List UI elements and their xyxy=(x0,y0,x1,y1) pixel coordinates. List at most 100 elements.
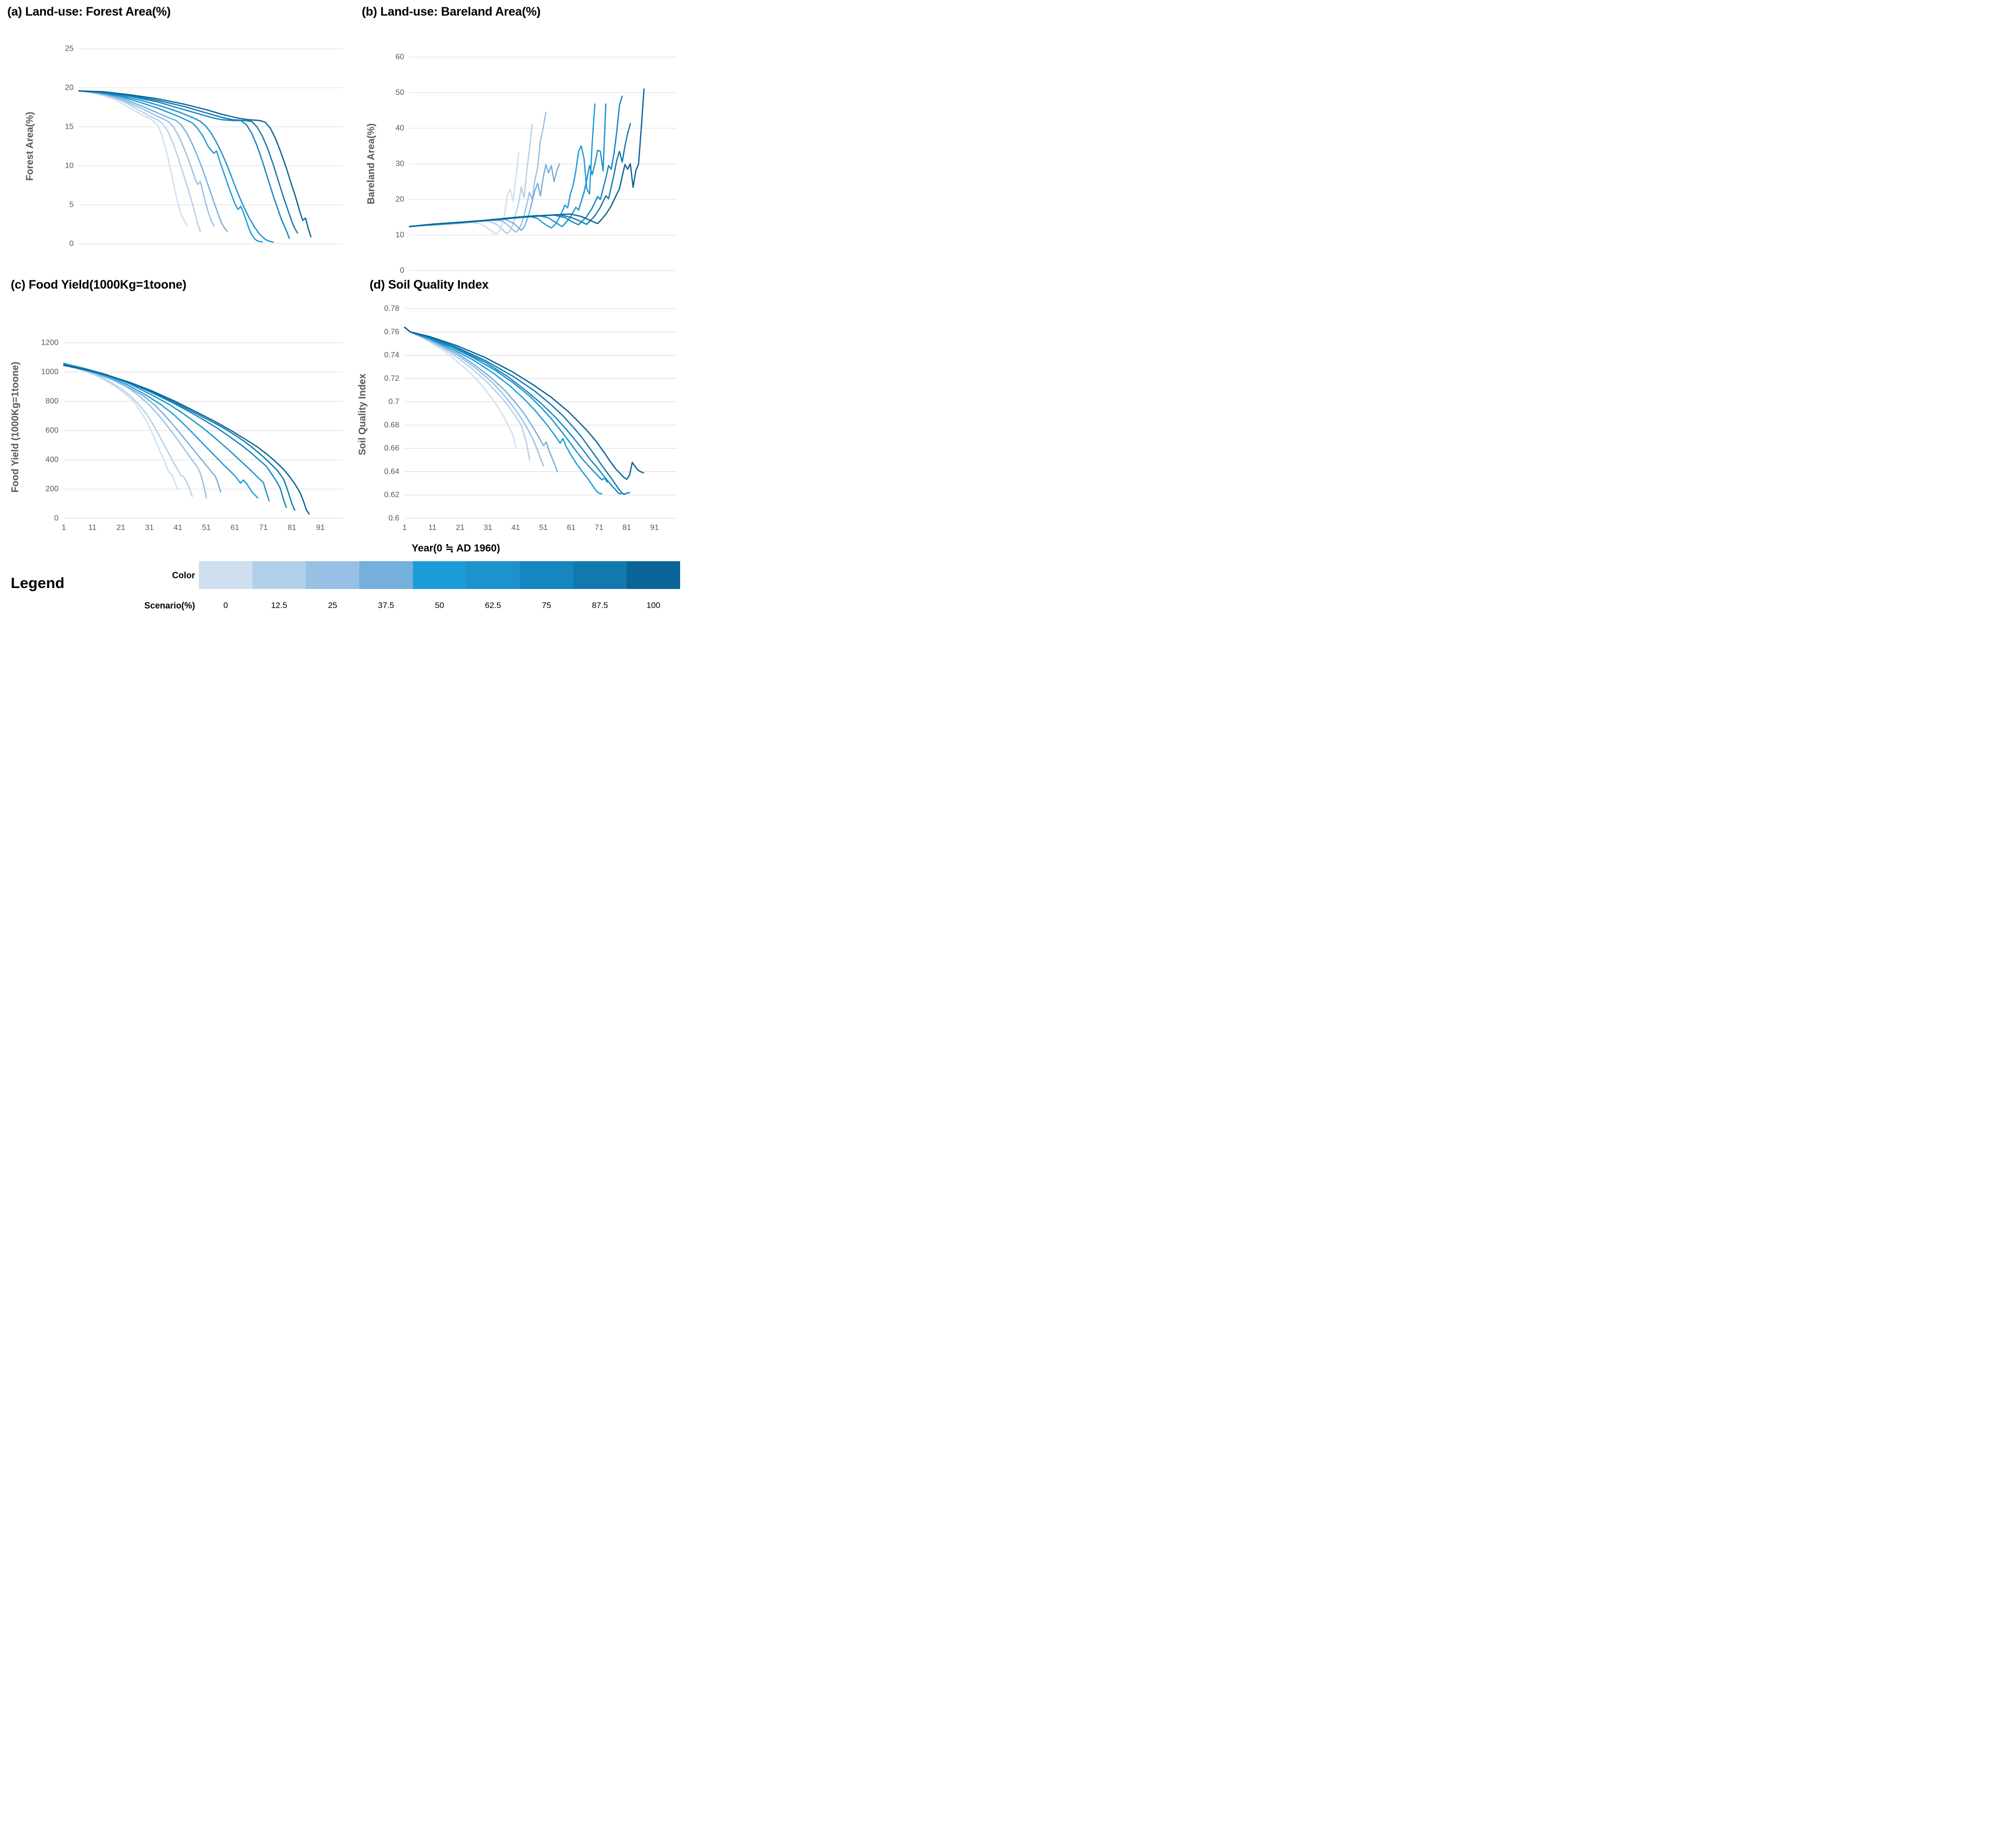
y-tick-label: 0 xyxy=(54,514,59,523)
series-line-scenario-37.5 xyxy=(404,326,558,472)
series-line-scenario-100 xyxy=(404,326,644,480)
y-tick-label: 40 xyxy=(395,124,404,133)
y-tick-label: 25 xyxy=(65,45,74,53)
series-line-scenario-25 xyxy=(409,111,547,233)
y-tick-label: 20 xyxy=(65,84,74,92)
chart-b-title: (b) Land-use: Bareland Area(%) xyxy=(362,5,541,19)
series-line-scenario-12.5 xyxy=(63,363,193,497)
series-line-scenario-75 xyxy=(409,96,623,227)
x-tick-label: 51 xyxy=(202,524,211,532)
series-line-scenario-50 xyxy=(63,362,258,499)
y-tick-label: 10 xyxy=(65,162,74,170)
y-tick-label: 30 xyxy=(395,160,404,168)
y-tick-label: 1000 xyxy=(41,368,59,376)
chart-a-title: (a) Land-use: Forest Area(%) xyxy=(7,5,171,19)
series-line-scenario-50 xyxy=(78,90,263,243)
series-line-scenario-62.5 xyxy=(404,326,608,483)
y-tick-label: 20 xyxy=(395,196,404,204)
x-tick-label: 31 xyxy=(484,524,492,532)
y-tick-label: 0.74 xyxy=(384,351,399,359)
y-tick-label: 0.72 xyxy=(384,374,399,383)
y-tick-label: 0.7 xyxy=(389,398,399,406)
series-line-scenario-25 xyxy=(78,90,215,227)
x-tick-label: 21 xyxy=(456,524,465,532)
y-tick-label: 0.78 xyxy=(384,305,399,313)
legend-scenario-value: 87.5 xyxy=(591,601,608,610)
y-tick-label: 50 xyxy=(395,89,404,97)
x-tick-label: 51 xyxy=(539,524,548,532)
chart-c-y-axis-label: Food Yield (1000Kg=1toone) xyxy=(10,361,21,493)
legend-scenario-value: 75 xyxy=(542,601,551,610)
y-tick-label: 0.64 xyxy=(384,468,399,476)
series-line-scenario-12.5 xyxy=(404,326,530,461)
chart-d-title: (d) Soil Quality Index xyxy=(370,278,489,292)
legend-title: Legend xyxy=(11,574,65,591)
series-line-scenario-100 xyxy=(78,90,312,237)
chart-a-y-axis-label: Forest Area(%) xyxy=(24,112,36,181)
x-tick-label: 1 xyxy=(62,524,66,532)
y-tick-label: 0.66 xyxy=(384,444,399,452)
legend-scenario-value: 50 xyxy=(435,601,444,610)
legend-scenario-label: Scenario(%) xyxy=(144,601,195,610)
series-line-scenario-87.5 xyxy=(404,326,630,495)
x-tick-label: 61 xyxy=(231,524,239,532)
x-tick-label: 81 xyxy=(623,524,631,532)
series-line-scenario-37.5 xyxy=(78,90,228,232)
legend-swatch-100 xyxy=(626,561,681,589)
series-line-scenario-50 xyxy=(409,103,596,229)
chart-a-plot: 0 5 10 15 20 25 xyxy=(65,45,343,248)
series-line-scenario-75 xyxy=(404,326,622,495)
legend-scenario-value: 25 xyxy=(328,601,337,610)
series-line-scenario-37.5 xyxy=(63,364,221,493)
legend-swatch-62.5 xyxy=(466,561,520,589)
legend-swatch-87.5 xyxy=(573,561,627,589)
x-tick-label: 1 xyxy=(403,524,407,532)
x-tick-label: 41 xyxy=(174,524,182,532)
x-tick-label: 91 xyxy=(316,524,325,532)
legend-color-bar xyxy=(199,561,681,589)
y-tick-label: 0 xyxy=(400,267,404,275)
x-tick-label: 31 xyxy=(145,524,154,532)
x-tick-label: 91 xyxy=(650,524,659,532)
legend-scenario-value: 37.5 xyxy=(378,601,394,610)
series-line-scenario-87.5 xyxy=(78,90,298,234)
y-tick-label: 200 xyxy=(45,485,59,493)
legend-swatch-37.5 xyxy=(359,561,413,589)
y-tick-label: 0.68 xyxy=(384,421,399,429)
x-tick-label: 71 xyxy=(259,524,268,532)
x-tick-label: 61 xyxy=(567,524,576,532)
legend-scenario-value: 0 xyxy=(223,601,228,610)
legend-swatch-0 xyxy=(199,561,253,589)
legend-swatch-12.5 xyxy=(252,561,306,589)
x-axis-title: Year(0 ≒ AD 1960) xyxy=(411,543,500,554)
series-line-scenario-50 xyxy=(404,326,603,495)
legend-swatch-50 xyxy=(412,561,467,589)
legend-swatch-75 xyxy=(520,561,573,589)
series-line-scenario-0 xyxy=(404,326,517,448)
chart-c-title: (c) Food Yield(1000Kg=1toone) xyxy=(11,278,187,292)
series-line-scenario-25 xyxy=(404,326,544,467)
legend-scenario-value: 100 xyxy=(646,601,661,610)
y-tick-label: 0.76 xyxy=(384,328,399,336)
chart-b-plot: 0 10 20 30 40 50 60 xyxy=(395,53,677,275)
legend-color-label: Color xyxy=(172,570,195,580)
legend-scenario-value: 12.5 xyxy=(271,601,288,610)
y-tick-label: 5 xyxy=(69,201,74,209)
series-line-scenario-0 xyxy=(63,363,179,490)
x-tick-label: 41 xyxy=(511,524,520,532)
y-tick-label: 1200 xyxy=(41,339,59,347)
x-tick-label: 71 xyxy=(595,524,604,532)
chart-d-plot: 0.60.620.640.660.680.70.720.740.760.781 1… xyxy=(384,305,677,532)
series-line-scenario-100 xyxy=(409,88,645,227)
series-line-scenario-12.5 xyxy=(78,90,201,232)
x-tick-label: 11 xyxy=(429,524,437,532)
legend-scenario-value: 62.5 xyxy=(485,601,501,610)
y-tick-label: 800 xyxy=(45,397,59,406)
x-tick-label: 11 xyxy=(88,524,97,532)
y-tick-label: 400 xyxy=(45,456,59,464)
y-tick-label: 60 xyxy=(395,53,404,61)
series-line-scenario-75 xyxy=(78,90,290,239)
legend-scenario-values: 0 12.5 25 37.5 50 62.5 75 87.5 100 xyxy=(199,601,680,610)
legend-swatch-25 xyxy=(306,561,360,589)
